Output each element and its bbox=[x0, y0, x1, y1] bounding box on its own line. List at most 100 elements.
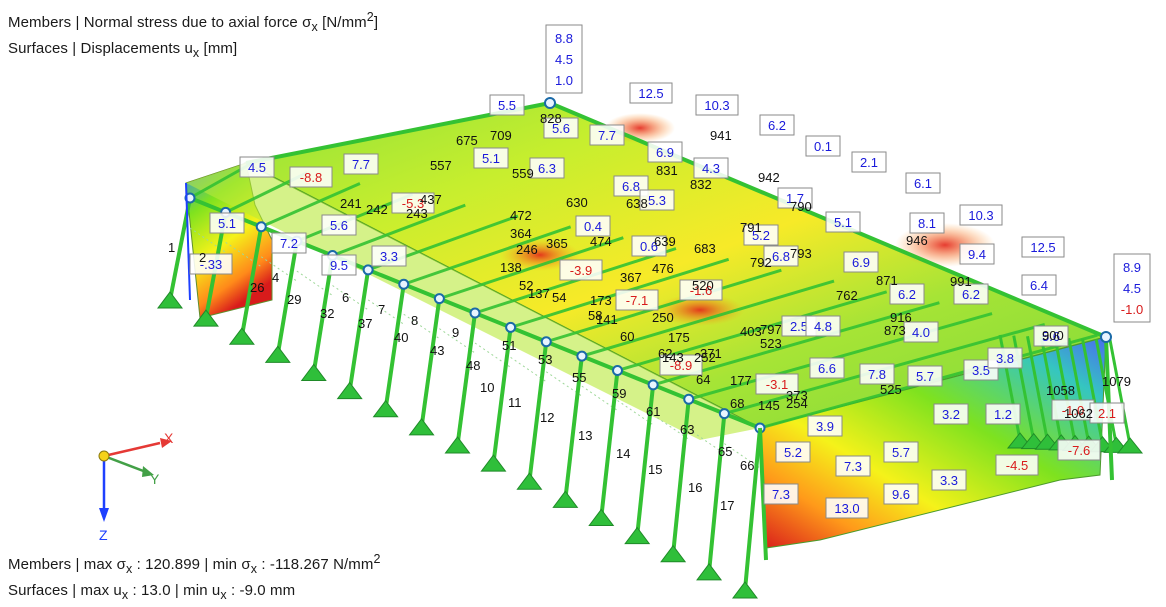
member-number-label: 246 bbox=[516, 242, 538, 257]
label-box bbox=[1033, 325, 1069, 347]
column-member[interactable] bbox=[1026, 335, 1049, 442]
column-support[interactable] bbox=[624, 526, 651, 545]
rafter-member[interactable] bbox=[688, 312, 993, 401]
column-member[interactable] bbox=[1094, 339, 1118, 445]
displacement-label: 6.1 bbox=[905, 172, 941, 194]
column-support[interactable] bbox=[516, 472, 543, 490]
column-support[interactable] bbox=[372, 399, 399, 418]
column-member[interactable] bbox=[599, 370, 620, 518]
column-member[interactable] bbox=[275, 240, 299, 355]
member-number-label: 791 bbox=[740, 220, 762, 235]
label-box bbox=[489, 94, 525, 116]
member-node[interactable] bbox=[184, 192, 196, 204]
label-value: 12.5 bbox=[1030, 240, 1055, 255]
label-value: 5.1 bbox=[218, 216, 236, 231]
column-support[interactable] bbox=[300, 363, 327, 381]
member-node[interactable] bbox=[255, 221, 267, 233]
member-number-label: 55 bbox=[572, 370, 586, 385]
column-member[interactable] bbox=[758, 427, 768, 561]
label-box bbox=[343, 153, 379, 175]
column-support[interactable] bbox=[660, 544, 687, 563]
column-member[interactable] bbox=[671, 399, 691, 554]
column-support[interactable] bbox=[336, 381, 363, 400]
column-member[interactable] bbox=[455, 312, 477, 446]
column-member[interactable] bbox=[1081, 338, 1104, 445]
gable-column[interactable] bbox=[185, 182, 191, 301]
column-support[interactable] bbox=[732, 581, 758, 599]
column-member[interactable] bbox=[383, 283, 406, 410]
displacement-label: 4.8 bbox=[805, 315, 841, 337]
label-box bbox=[289, 166, 333, 188]
bracing-member[interactable] bbox=[617, 400, 654, 426]
label-value: 4.8 bbox=[814, 319, 832, 334]
member-node[interactable] bbox=[398, 278, 410, 290]
member-number-label: 991 bbox=[950, 274, 972, 289]
label-value: -1.6 bbox=[690, 283, 712, 298]
column-support[interactable] bbox=[264, 345, 291, 363]
member-node[interactable] bbox=[612, 365, 623, 376]
column-support[interactable] bbox=[480, 454, 507, 472]
bracing-member[interactable] bbox=[724, 443, 761, 469]
displacement-label: 6.9 bbox=[647, 141, 683, 163]
rafter-member[interactable] bbox=[545, 268, 782, 344]
column-support[interactable] bbox=[588, 508, 615, 526]
label-value: -3.1 bbox=[766, 377, 788, 392]
displacement-label: 8.1 bbox=[909, 212, 945, 234]
column-support[interactable] bbox=[408, 418, 435, 436]
label-box bbox=[883, 483, 919, 505]
bracing-member[interactable] bbox=[688, 428, 725, 455]
member-node[interactable] bbox=[718, 408, 730, 420]
column-support[interactable] bbox=[1116, 437, 1144, 454]
column-support[interactable] bbox=[157, 291, 183, 309]
column-support[interactable] bbox=[228, 327, 255, 345]
member-node[interactable] bbox=[576, 350, 588, 362]
column-member[interactable] bbox=[347, 269, 371, 391]
column-support[interactable] bbox=[696, 563, 723, 581]
rafter-member[interactable] bbox=[581, 279, 835, 358]
column-member[interactable] bbox=[419, 298, 442, 428]
member-number-label: 61 bbox=[646, 404, 660, 419]
column-support[interactable] bbox=[552, 490, 579, 508]
member-node[interactable] bbox=[505, 321, 517, 333]
member-node[interactable] bbox=[1100, 331, 1112, 343]
displacement-label: 6.2 bbox=[953, 283, 989, 305]
rafter-member[interactable] bbox=[331, 203, 466, 257]
rafter-member[interactable] bbox=[260, 182, 361, 229]
label-value: 6.2 bbox=[898, 287, 916, 302]
member-number-label: 946 bbox=[906, 233, 928, 248]
displacement-label: 3.3 bbox=[371, 245, 407, 267]
column-member[interactable] bbox=[239, 226, 264, 337]
column-member[interactable] bbox=[635, 384, 656, 536]
member-number-label: 16 bbox=[688, 480, 702, 495]
rafter-member[interactable] bbox=[438, 236, 624, 301]
member-node[interactable] bbox=[433, 293, 445, 305]
rafter-member[interactable] bbox=[403, 225, 572, 286]
column-member[interactable] bbox=[1067, 337, 1091, 444]
member-node[interactable] bbox=[540, 336, 552, 348]
bracing-member[interactable] bbox=[652, 414, 690, 440]
column-member[interactable] bbox=[1108, 339, 1132, 446]
label-value: -3.9 bbox=[570, 263, 592, 278]
column-support[interactable] bbox=[192, 309, 219, 327]
column-member[interactable] bbox=[563, 355, 584, 500]
member-node[interactable] bbox=[647, 379, 659, 391]
member-number-label: 8 bbox=[411, 313, 418, 328]
member-node[interactable] bbox=[362, 264, 374, 276]
column-member[interactable] bbox=[1053, 337, 1077, 443]
member-number-label: 371 bbox=[700, 346, 722, 361]
column-member[interactable] bbox=[527, 341, 549, 482]
column-member[interactable] bbox=[743, 427, 762, 591]
column-support[interactable] bbox=[444, 436, 471, 454]
member-node[interactable] bbox=[683, 393, 695, 405]
displacement-label: 5.3 bbox=[639, 189, 675, 211]
column-member[interactable] bbox=[707, 413, 727, 573]
rafter-member[interactable] bbox=[474, 247, 677, 315]
member-node[interactable] bbox=[469, 307, 481, 319]
label-box bbox=[755, 373, 799, 395]
label-value: -8.9 bbox=[670, 358, 692, 373]
member-node[interactable] bbox=[544, 97, 556, 109]
column-member[interactable] bbox=[1039, 336, 1063, 443]
column-member[interactable] bbox=[491, 327, 513, 464]
label-value: 6.8 bbox=[622, 179, 640, 194]
